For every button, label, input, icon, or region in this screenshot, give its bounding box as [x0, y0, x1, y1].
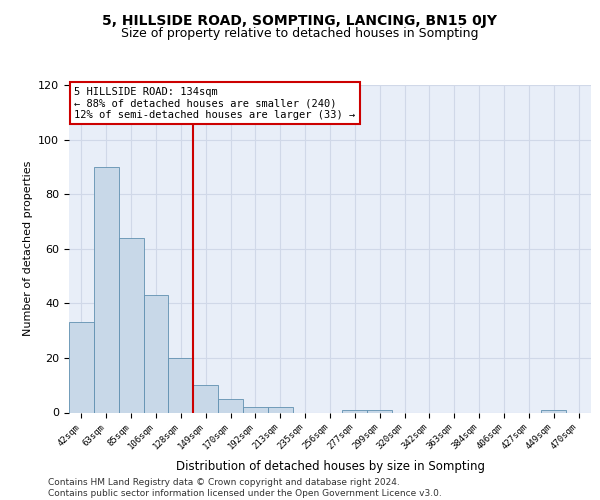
- Bar: [367, 410, 392, 412]
- Text: Contains HM Land Registry data © Crown copyright and database right 2024.
Contai: Contains HM Land Registry data © Crown c…: [48, 478, 442, 498]
- Bar: [169, 358, 193, 412]
- Bar: [119, 238, 143, 412]
- Text: 5, HILLSIDE ROAD, SOMPTING, LANCING, BN15 0JY: 5, HILLSIDE ROAD, SOMPTING, LANCING, BN1…: [103, 14, 497, 28]
- Bar: [541, 410, 566, 412]
- Text: 5 HILLSIDE ROAD: 134sqm
← 88% of detached houses are smaller (240)
12% of semi-d: 5 HILLSIDE ROAD: 134sqm ← 88% of detache…: [74, 86, 355, 120]
- Bar: [218, 399, 243, 412]
- Bar: [193, 385, 218, 412]
- Bar: [343, 410, 367, 412]
- Bar: [268, 407, 293, 412]
- Bar: [94, 167, 119, 412]
- Bar: [243, 407, 268, 412]
- Y-axis label: Number of detached properties: Number of detached properties: [23, 161, 32, 336]
- Text: Size of property relative to detached houses in Sompting: Size of property relative to detached ho…: [121, 28, 479, 40]
- Bar: [143, 295, 169, 412]
- Bar: [69, 322, 94, 412]
- X-axis label: Distribution of detached houses by size in Sompting: Distribution of detached houses by size …: [176, 460, 485, 472]
